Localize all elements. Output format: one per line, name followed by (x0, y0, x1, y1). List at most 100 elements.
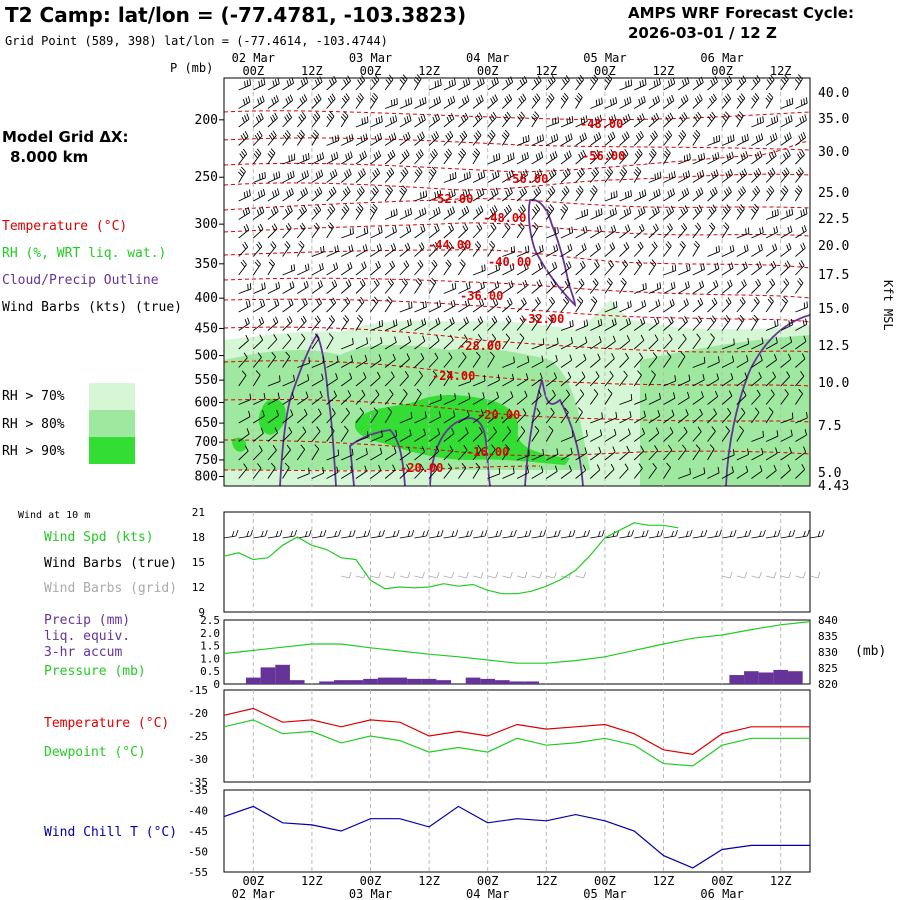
wind-barb (604, 318, 617, 331)
wind-barb (795, 463, 806, 479)
wind-barb (633, 445, 644, 461)
temperature-contour-label: -48.00 (483, 211, 526, 225)
wind-barb (516, 262, 529, 276)
wind-barb (282, 112, 292, 128)
height-tick: 4.43 (818, 479, 849, 494)
precip-bar (788, 671, 803, 684)
wind-barb (780, 132, 792, 146)
wind-barb (633, 148, 643, 165)
wind-barb (414, 224, 426, 239)
wind-barb (370, 336, 383, 350)
wind-barb (677, 77, 690, 91)
wind-barb (340, 244, 354, 257)
temperature-contour-label: -36.00 (460, 289, 503, 303)
wind-barb (633, 317, 646, 331)
wind-barb (253, 95, 265, 109)
wind-barb (370, 150, 382, 165)
wind-barb (780, 208, 794, 220)
wind-barb (428, 206, 441, 220)
legend-pressure: Pressure (mb) (44, 664, 146, 679)
pressure-tick: 300 (195, 217, 218, 232)
wind-barb (531, 186, 542, 202)
legend-wind-barbs-true: Wind Barbs (true) (44, 556, 177, 571)
wind-barb (443, 172, 457, 183)
wind-barb (326, 466, 339, 479)
wind-barb (252, 130, 263, 146)
bottom-date-label: 06 Mar (700, 887, 743, 900)
wind-barb (370, 296, 379, 313)
wind-barb (677, 426, 688, 442)
surface-wind-barb-true (267, 529, 283, 539)
temperature-y-tick: -30 (188, 753, 208, 766)
wind-barb (516, 279, 528, 294)
wind-barb (590, 97, 603, 109)
wind-barb (634, 282, 647, 294)
wind-barb (253, 171, 266, 183)
wind-barb (384, 353, 396, 368)
wind-barb (516, 169, 529, 183)
wind-barb (487, 170, 500, 183)
surface-wind-barb-grid (487, 571, 499, 579)
wind-barb (677, 351, 686, 368)
surface-wind-barb-grid (414, 571, 425, 579)
wind-barb (546, 354, 558, 368)
pressure-tick: 250 (195, 170, 218, 185)
wind-barb (648, 427, 660, 442)
wind-barb (326, 390, 337, 405)
wind-barb (458, 205, 470, 220)
wind-barb (590, 208, 603, 220)
surface-wind-barb-true (634, 529, 649, 539)
wind-barb (604, 370, 614, 387)
wind-barb (648, 95, 661, 109)
surface-wind-barb-grid (751, 571, 762, 579)
surface-wind-barb-true (751, 529, 766, 539)
wind-barb (545, 296, 556, 313)
pressure-tick: 350 (195, 257, 218, 272)
wind-barb (516, 111, 525, 128)
wind-barb (340, 315, 350, 331)
wind-barb (575, 74, 584, 91)
surface-wind-barb-grid (443, 571, 455, 579)
wind-barb (678, 468, 691, 479)
temperature-contour-label: -20.00 (477, 408, 520, 422)
wind-barb (663, 77, 676, 91)
wind-barb (604, 411, 618, 424)
wind-barb (619, 352, 629, 368)
wind-barb (399, 131, 411, 146)
wind-barb (443, 427, 455, 442)
wind-barb (516, 134, 530, 146)
wind-barb (282, 351, 291, 368)
wind-barb (751, 447, 764, 461)
wind-barb (545, 75, 556, 91)
wind-barb (619, 445, 630, 461)
wind-barb (443, 113, 455, 128)
wind-barb (648, 223, 659, 239)
wind-barb (355, 203, 364, 220)
top-hour-tick: 12Z (770, 64, 792, 78)
wind-barb (297, 263, 310, 276)
wind-barb (384, 407, 393, 424)
wind-barb (633, 166, 642, 183)
surface-wind-barb-grid (502, 571, 513, 579)
wind-barb (472, 462, 481, 479)
surface-wind-barb-true (590, 529, 605, 539)
wind-barb (297, 170, 309, 183)
wind-barb (472, 241, 482, 257)
wind-barb (399, 225, 412, 239)
wind-barb (267, 205, 279, 220)
wind-barb (604, 446, 616, 461)
wind-barb (282, 130, 291, 146)
wind-barb (707, 186, 718, 202)
wind-barb (692, 333, 701, 350)
wind-barb (370, 464, 382, 479)
wind-barb (604, 131, 616, 146)
wind-barb (252, 463, 262, 479)
wind-barb (297, 391, 309, 405)
wind-barb (238, 283, 252, 294)
wind-barb (707, 315, 717, 331)
surface-wind-barb-grid (385, 571, 396, 579)
wind-barb (399, 242, 411, 257)
wind-barb (502, 297, 513, 313)
wind-barb (619, 166, 628, 183)
wind-barb (414, 446, 426, 461)
